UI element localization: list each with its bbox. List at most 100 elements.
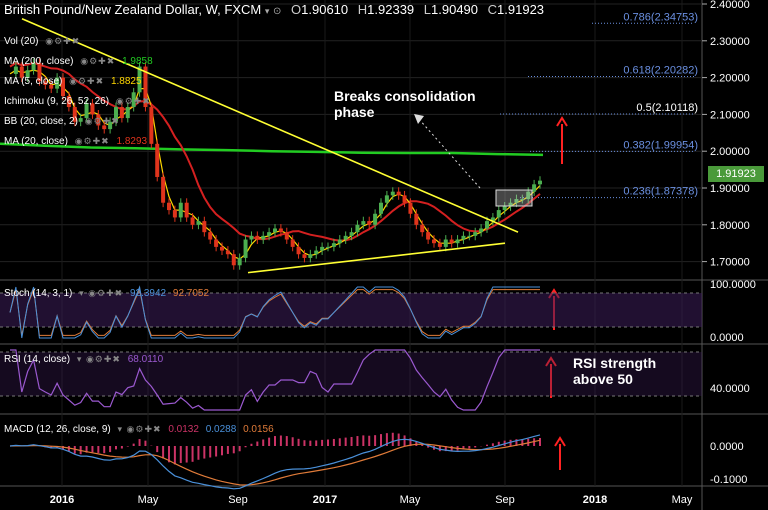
- candle-body: [84, 103, 89, 119]
- candle-body: [149, 107, 154, 144]
- breakout-arrow: [417, 117, 481, 189]
- candle-body: [184, 202, 189, 218]
- indicator-buttons-icon[interactable]: ◉⚙✚✖: [80, 56, 116, 66]
- candle-body: [49, 84, 54, 89]
- stoch-legend[interactable]: Stoch (14, 3, 1) ▾ ◉⚙✚✖ 92.3942 92.7052: [4, 288, 210, 299]
- time-tick-label: 2016: [50, 494, 74, 506]
- stoch-band: [0, 293, 702, 327]
- candle-body: [326, 246, 330, 248]
- candle-body: [432, 239, 436, 244]
- candle-body: [343, 235, 348, 240]
- indicator-legend-ma200[interactable]: MA (200, close) ◉⚙✚✖ 1.9858: [4, 56, 153, 67]
- indicator-buttons-icon[interactable]: ◉⚙✚✖: [45, 36, 81, 46]
- red-arrow-rsi-head-icon: [545, 356, 557, 367]
- macd-legend[interactable]: MACD (12, 26, close, 9) ▾ ◉⚙✚✖ 0.0132 0.…: [4, 424, 274, 435]
- candle-body: [402, 195, 407, 203]
- candle-body: [284, 232, 289, 240]
- chart-header: British Pound/New Zealand Dollar, W, FXC…: [4, 2, 544, 17]
- consolidation-box: [495, 189, 533, 207]
- candle-body: [267, 232, 272, 236]
- stoch-d-line: [9, 287, 540, 336]
- candle-body: [225, 250, 230, 255]
- candle-body: [43, 81, 48, 85]
- candle-body: [520, 199, 525, 201]
- candle-body: [508, 202, 513, 207]
- fib-level-label: 0.618(2.20282): [623, 65, 698, 77]
- candle-body: [167, 202, 171, 211]
- indicator-legend-ichimoku[interactable]: Ichimoku (9, 26, 52, 26) ◉⚙✚✖: [4, 96, 151, 107]
- candle-body: [337, 239, 342, 244]
- time-tick-label: May: [672, 494, 693, 506]
- rsi-legend[interactable]: RSI (14, close) ▾ ◉⚙✚✖ 68.0110: [4, 354, 164, 365]
- candle-body: [373, 213, 378, 225]
- candle-body: [485, 221, 489, 229]
- candle-body: [379, 202, 383, 214]
- stoch-k-line: [9, 285, 540, 339]
- candle-body: [202, 221, 207, 233]
- candle-body: [314, 250, 319, 255]
- candle-body: [532, 184, 537, 192]
- annotation-rsi-strength[interactable]: RSI strength above 50: [573, 355, 657, 387]
- candle-body: [502, 206, 507, 211]
- candle-body: [496, 210, 501, 218]
- candle-body: [231, 254, 236, 266]
- indicator-buttons-icon[interactable]: ◉⚙✚✖: [74, 136, 110, 146]
- ma200-line: [0, 142, 544, 157]
- ohlc-close: 1.91923: [497, 2, 545, 17]
- candle-body: [443, 239, 448, 247]
- candle-body: [249, 235, 254, 240]
- indicator-legend-bb[interactable]: BB (20, close, 2) ◉⚙✚✖: [4, 116, 120, 127]
- symbol-title[interactable]: British Pound/New Zealand Dollar, W, FXC…: [4, 2, 262, 17]
- dropdown-caret-icon[interactable]: ▾: [264, 6, 270, 16]
- indicator-legend-vol[interactable]: Vol (20) ◉⚙✚✖: [4, 36, 81, 47]
- candle-body: [66, 96, 71, 108]
- candle-body: [96, 114, 101, 126]
- indicator-buttons-icon[interactable]: ◉⚙✚✖: [69, 76, 105, 86]
- candle-body: [19, 66, 24, 78]
- price-tick-label: 1.70000: [710, 257, 750, 269]
- candle-body: [72, 107, 77, 122]
- rsi-tick-label: 40.0000: [710, 383, 750, 395]
- price-tick-label: 2.10000: [710, 109, 750, 121]
- indicator-buttons-icon[interactable]: ▾ ◉⚙✚✖: [79, 288, 124, 298]
- candle-body: [13, 66, 18, 74]
- time-tick-label: Sep: [228, 494, 248, 506]
- candle-body: [108, 121, 113, 130]
- candle-body: [396, 191, 401, 196]
- ascending-trendline: [247, 242, 506, 274]
- candle-body: [308, 254, 313, 258]
- candle-body: [172, 210, 177, 218]
- candle-body: [420, 224, 425, 233]
- price-tick-label: 1.80000: [710, 220, 750, 232]
- candle-body: [143, 66, 148, 108]
- candle-body: [278, 228, 283, 233]
- stoch-tick-label: 100.0000: [710, 279, 756, 291]
- candle-body: [390, 191, 395, 196]
- indicator-buttons-icon[interactable]: ◉⚙✚✖: [84, 116, 120, 126]
- candle-body: [408, 202, 413, 214]
- candle-body: [131, 92, 136, 108]
- indicator-buttons-icon[interactable]: ▾ ◉⚙✚✖: [117, 424, 162, 434]
- current-price-tag: 1.91923: [708, 166, 764, 182]
- candle-body: [479, 228, 484, 233]
- indicator-legend-ma5[interactable]: MA (5, close) ◉⚙✚✖ 1.8825: [4, 76, 142, 87]
- fib-level-label: 0.786(2.34753): [623, 11, 698, 23]
- candle-body: [296, 246, 301, 255]
- settings-icon[interactable]: ⊙: [273, 6, 282, 17]
- indicator-legend-ma20[interactable]: MA (20, close) ◉⚙✚✖ 1.8293: [4, 136, 148, 147]
- candle-body: [61, 77, 65, 96]
- candle-body: [119, 107, 124, 119]
- indicator-buttons-icon[interactable]: ▾ ◉⚙✚✖: [76, 354, 121, 364]
- candle-body: [261, 235, 266, 240]
- macd-signal-line: [9, 439, 541, 486]
- candle-body: [467, 235, 472, 237]
- red-arrow-macd-head-icon: [554, 436, 566, 447]
- fib-level-label: 0.236(1.87378): [623, 186, 698, 198]
- candle-body: [125, 107, 130, 119]
- candle-body: [455, 239, 460, 244]
- indicator-buttons-icon[interactable]: ◉⚙✚✖: [115, 96, 151, 106]
- annotation-breaks-consolidation[interactable]: Breaks consolidation phase: [334, 88, 476, 120]
- candle-body: [437, 243, 442, 247]
